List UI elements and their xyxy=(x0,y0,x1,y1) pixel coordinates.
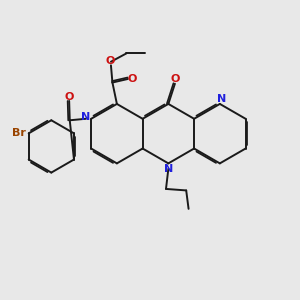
Text: O: O xyxy=(170,74,180,84)
Text: N: N xyxy=(217,94,226,104)
Text: Br: Br xyxy=(12,128,26,138)
Text: O: O xyxy=(127,74,136,84)
Text: O: O xyxy=(106,56,115,65)
Text: N: N xyxy=(164,164,173,174)
Text: O: O xyxy=(64,92,74,101)
Text: N: N xyxy=(81,112,90,122)
